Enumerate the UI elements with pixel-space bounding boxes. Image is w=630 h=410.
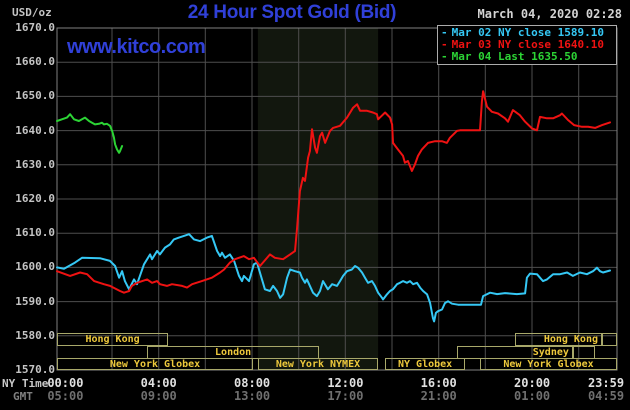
series-line-1 [56, 90, 611, 294]
legend: - Mar 02 NY close 1589.10- Mar 03 NY close… [437, 25, 617, 65]
y-tick-label: 1620.0 [15, 192, 55, 205]
session-box-new-york-nymex: New York NYMEX [257, 358, 379, 370]
session-box-hong-kong: Hong Kong [57, 333, 169, 346]
x-tick-gmt: 01:00 [514, 389, 551, 403]
y-tick-label: 1580.0 [15, 328, 55, 342]
legend-item-1: - Mar 03 NY close 1640.10 [441, 39, 613, 51]
chart-timestamp: March 04, 2020 02:28 [477, 7, 623, 21]
ny-time-axis-caption: NY Time [2, 377, 49, 390]
y-tick-label: 1570.0 [15, 363, 55, 376]
session-box-ny-globex: NY Globex [385, 358, 466, 370]
series-line-2 [56, 113, 124, 154]
x-tick-gmt: 05:00 [47, 389, 84, 403]
legend-marker-icon: - [441, 26, 448, 39]
session-box-new-york-globex: New York Globex [480, 358, 617, 370]
y-tick-label: 1650.0 [15, 89, 55, 103]
legend-label: Mar 02 NY close 1589.10 [451, 26, 604, 39]
y-axis-unit-label: USD/oz [12, 6, 52, 19]
session-box-hong-kong: Hong Kong [515, 333, 602, 346]
legend-label: Mar 04 Last 1635.50 [451, 50, 578, 63]
x-tick-gmt: 21:00 [420, 389, 457, 403]
x-tick-ny-time: 16:00 [420, 376, 457, 390]
legend-item-2: - Mar 04 Last 1635.50 [441, 51, 613, 63]
session-box-empty [602, 333, 617, 346]
y-tick-label: 1660.0 [15, 55, 55, 69]
x-tick-gmt: 04:59 [587, 389, 625, 403]
x-tick-ny-time: 08:00 [234, 376, 271, 390]
x-tick-ny-time: 20:00 [514, 376, 551, 390]
legend-marker-icon: - [441, 50, 448, 63]
y-tick-label: 1630.0 [15, 157, 55, 171]
y-tick-label: 1610.0 [15, 226, 55, 240]
x-tick-ny-time: 04:00 [140, 376, 177, 390]
x-tick-gmt: 09:00 [140, 389, 177, 403]
legend-label: Mar 03 NY close 1640.10 [451, 38, 604, 51]
x-tick-ny-time: 12:00 [327, 376, 364, 390]
series-line-0 [56, 233, 611, 323]
legend-marker-icon: - [441, 38, 448, 51]
chart-title: 24 Hour Spot Gold (Bid) [187, 2, 397, 23]
kitco-watermark-link: www.kitco.com [67, 36, 206, 58]
y-tick-label: 1640.0 [15, 123, 55, 137]
x-tick-gmt: 17:00 [327, 389, 364, 403]
x-tick-ny-time: 23:59 [587, 376, 625, 390]
y-tick-label: 1600.0 [15, 260, 55, 274]
legend-item-0: - Mar 02 NY close 1589.10 [441, 27, 613, 39]
session-box-new-york-globex: New York Globex [57, 358, 253, 370]
x-tick-ny-time: 00:00 [47, 376, 84, 390]
y-tick-label: 1590.0 [15, 294, 55, 308]
plot-border [56, 27, 618, 371]
gmt-axis-caption: GMT [13, 390, 33, 403]
x-tick-gmt: 13:00 [234, 389, 271, 403]
y-tick-label: 1670.0 [15, 21, 55, 34]
